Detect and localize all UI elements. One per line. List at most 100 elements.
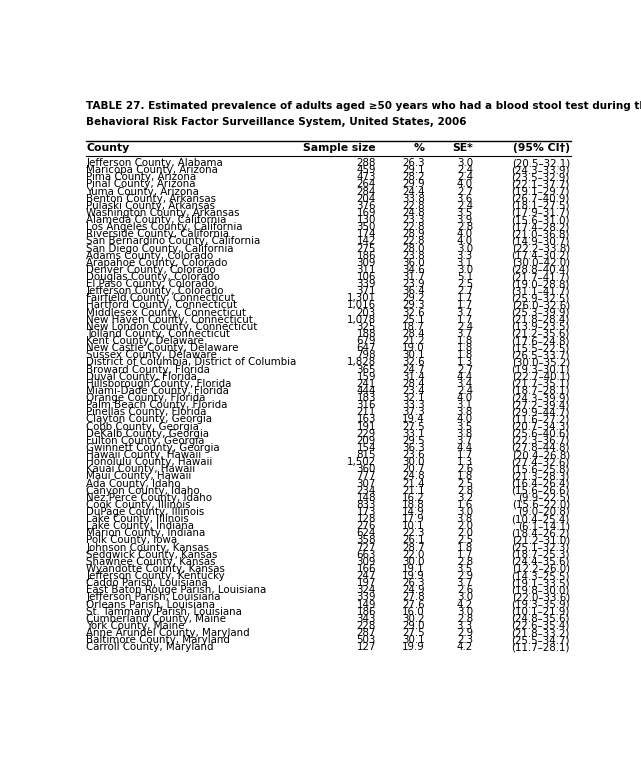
Text: 19.4: 19.4 xyxy=(402,415,424,424)
Text: DuPage County, Illinois: DuPage County, Illinois xyxy=(86,507,204,517)
Text: 191: 191 xyxy=(356,421,376,431)
Text: 26.3: 26.3 xyxy=(402,158,424,168)
Text: 2.7: 2.7 xyxy=(457,365,473,374)
Text: 2.7: 2.7 xyxy=(457,186,473,196)
Text: Jefferson County, Colorado: Jefferson County, Colorado xyxy=(86,287,224,296)
Text: County: County xyxy=(86,143,129,153)
Text: 309: 309 xyxy=(356,258,376,268)
Text: 30.0: 30.0 xyxy=(402,557,424,567)
Text: 1.8: 1.8 xyxy=(457,350,473,360)
Text: 36.3: 36.3 xyxy=(402,443,424,453)
Text: 1.7: 1.7 xyxy=(457,300,473,311)
Text: 186: 186 xyxy=(356,251,376,261)
Text: East Baton Rouge Parish, Louisiana: East Baton Rouge Parish, Louisiana xyxy=(86,585,267,595)
Text: 173: 173 xyxy=(356,507,376,517)
Text: Carroll County, Maryland: Carroll County, Maryland xyxy=(86,642,213,653)
Text: 21.1: 21.1 xyxy=(402,486,424,496)
Text: 29.2: 29.2 xyxy=(402,293,424,303)
Text: 2.8: 2.8 xyxy=(457,222,473,232)
Text: 211: 211 xyxy=(356,407,376,418)
Text: (19.1–29.7): (19.1–29.7) xyxy=(512,186,570,196)
Text: 30.1: 30.1 xyxy=(402,635,424,645)
Text: 3.2: 3.2 xyxy=(457,493,473,503)
Text: District of Columbia, District of Columbia: District of Columbia, District of Columb… xyxy=(86,358,296,368)
Text: 3.7: 3.7 xyxy=(457,578,473,588)
Text: (21.2–35.6): (21.2–35.6) xyxy=(512,329,570,339)
Text: 343: 343 xyxy=(356,614,376,624)
Text: Baltimore County, Maryland: Baltimore County, Maryland xyxy=(86,635,230,645)
Text: 28.2: 28.2 xyxy=(402,172,424,183)
Text: 1.8: 1.8 xyxy=(457,343,473,353)
Text: Anne Arundel County, Maryland: Anne Arundel County, Maryland xyxy=(86,628,250,638)
Text: 4.4: 4.4 xyxy=(457,443,473,453)
Text: 19.9: 19.9 xyxy=(402,642,424,653)
Text: 3.8: 3.8 xyxy=(457,407,473,418)
Text: 204: 204 xyxy=(357,194,376,204)
Text: 264: 264 xyxy=(356,180,376,190)
Text: 1,301: 1,301 xyxy=(347,293,376,303)
Text: 376: 376 xyxy=(356,201,376,211)
Text: 29.5: 29.5 xyxy=(402,436,424,446)
Text: 22.8: 22.8 xyxy=(402,236,424,246)
Text: 234: 234 xyxy=(356,486,376,496)
Text: 316: 316 xyxy=(356,400,376,410)
Text: Pinal County, Arizona: Pinal County, Arizona xyxy=(86,180,196,190)
Text: (25.3–39.9): (25.3–39.9) xyxy=(512,308,570,318)
Text: (13.9–23.5): (13.9–23.5) xyxy=(512,322,570,332)
Text: (22.2–33.8): (22.2–33.8) xyxy=(512,243,570,253)
Text: 2.0: 2.0 xyxy=(457,528,473,538)
Text: 473: 473 xyxy=(356,172,376,183)
Text: 29.1: 29.1 xyxy=(402,165,424,175)
Text: (26.0–32.6): (26.0–32.6) xyxy=(512,300,570,311)
Text: Polk County, Iowa: Polk County, Iowa xyxy=(86,535,177,546)
Text: 339: 339 xyxy=(356,593,376,603)
Text: Wyandotte County, Kansas: Wyandotte County, Kansas xyxy=(86,564,225,574)
Text: Los Angeles County, California: Los Angeles County, California xyxy=(86,222,242,232)
Text: (27.8–44.8): (27.8–44.8) xyxy=(512,443,570,453)
Text: 3.6: 3.6 xyxy=(457,194,473,204)
Text: 3.3: 3.3 xyxy=(457,251,473,261)
Text: 18.8: 18.8 xyxy=(402,500,424,510)
Text: Sample size: Sample size xyxy=(303,143,376,153)
Text: Cumberland County, Maine: Cumberland County, Maine xyxy=(86,614,226,624)
Text: Pima County, Arizona: Pima County, Arizona xyxy=(86,172,196,183)
Text: (12.2–26.0): (12.2–26.0) xyxy=(512,564,570,574)
Text: 2.5: 2.5 xyxy=(457,535,473,546)
Text: 26.1: 26.1 xyxy=(402,535,424,546)
Text: 275: 275 xyxy=(356,243,376,253)
Text: Caddo Parish, Louisiana: Caddo Parish, Louisiana xyxy=(86,578,208,588)
Text: 1,078: 1,078 xyxy=(347,315,376,324)
Text: Maui County, Hawaii: Maui County, Hawaii xyxy=(86,471,191,481)
Text: Tolland County, Connecticut: Tolland County, Connecticut xyxy=(86,329,230,339)
Text: (10.4–25.4): (10.4–25.4) xyxy=(512,514,570,524)
Text: 19.1: 19.1 xyxy=(402,564,424,574)
Text: 14.9: 14.9 xyxy=(402,507,424,517)
Text: New London County, Connecticut: New London County, Connecticut xyxy=(86,322,258,332)
Text: 459: 459 xyxy=(356,165,376,175)
Text: New Castle County, Delaware: New Castle County, Delaware xyxy=(86,343,238,353)
Text: 149: 149 xyxy=(356,600,376,609)
Text: 31.4: 31.4 xyxy=(402,371,424,382)
Text: 28.4: 28.4 xyxy=(402,329,424,339)
Text: 371: 371 xyxy=(356,287,376,296)
Text: Denver County, Colorado: Denver County, Colorado xyxy=(86,265,216,275)
Text: Maricopa County, Arizona: Maricopa County, Arizona xyxy=(86,165,218,175)
Text: 444: 444 xyxy=(356,386,376,396)
Text: 2.6: 2.6 xyxy=(457,464,473,475)
Text: 1.7: 1.7 xyxy=(457,293,473,303)
Text: 4.0: 4.0 xyxy=(457,236,473,246)
Text: Gwinnett County, Georgia: Gwinnett County, Georgia xyxy=(86,443,220,453)
Text: 4.0: 4.0 xyxy=(457,180,473,190)
Text: 33.8: 33.8 xyxy=(402,194,424,204)
Text: 2.4: 2.4 xyxy=(457,201,473,211)
Text: 2.9: 2.9 xyxy=(457,628,473,638)
Text: Broward County, Florida: Broward County, Florida xyxy=(86,365,210,374)
Text: 27.5: 27.5 xyxy=(402,628,424,638)
Text: 229: 229 xyxy=(357,429,376,439)
Text: (22.6–35.4): (22.6–35.4) xyxy=(512,621,570,631)
Text: 32.1: 32.1 xyxy=(402,393,424,403)
Text: 2.8: 2.8 xyxy=(457,486,473,496)
Text: 284: 284 xyxy=(356,186,376,196)
Text: 23.8: 23.8 xyxy=(402,251,424,261)
Text: Sussex County, Delaware: Sussex County, Delaware xyxy=(86,350,217,360)
